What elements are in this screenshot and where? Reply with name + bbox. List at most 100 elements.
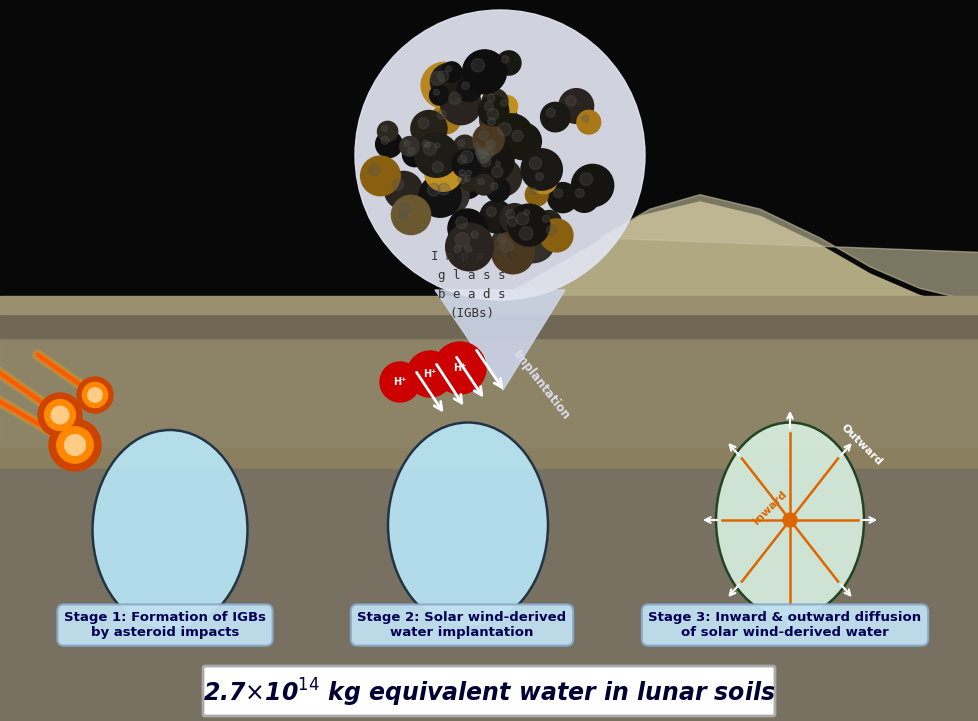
Text: I m p a c t
g l a s s
b e a d s
(IGBs): I m p a c t g l a s s b e a d s (IGBs) <box>430 250 512 320</box>
Text: Outward: Outward <box>839 423 883 467</box>
Circle shape <box>508 204 550 246</box>
Circle shape <box>461 172 479 191</box>
Text: Stage 2: Solar wind-derived
water implantation: Stage 2: Solar wind-derived water implan… <box>357 611 566 639</box>
Circle shape <box>419 175 461 217</box>
Circle shape <box>462 166 480 185</box>
Circle shape <box>523 210 529 215</box>
Circle shape <box>575 189 584 198</box>
Circle shape <box>576 110 600 134</box>
Circle shape <box>500 210 533 243</box>
Circle shape <box>376 131 402 157</box>
Circle shape <box>462 82 468 89</box>
Circle shape <box>486 178 510 202</box>
Circle shape <box>487 94 495 102</box>
Circle shape <box>427 183 439 196</box>
Circle shape <box>477 152 489 164</box>
Circle shape <box>407 147 415 154</box>
Circle shape <box>491 167 503 177</box>
Circle shape <box>487 109 498 120</box>
Circle shape <box>520 149 561 190</box>
Circle shape <box>434 143 439 148</box>
Circle shape <box>453 136 475 158</box>
Circle shape <box>458 174 467 184</box>
Circle shape <box>368 164 380 176</box>
Circle shape <box>496 96 517 117</box>
Circle shape <box>424 142 430 147</box>
Circle shape <box>378 121 397 141</box>
Circle shape <box>463 50 506 94</box>
Circle shape <box>458 140 465 146</box>
Polygon shape <box>600 195 978 303</box>
Circle shape <box>469 144 509 183</box>
Circle shape <box>498 123 511 136</box>
Circle shape <box>546 226 556 235</box>
Circle shape <box>479 101 517 138</box>
Circle shape <box>452 149 480 178</box>
Circle shape <box>487 118 495 125</box>
Circle shape <box>384 172 422 209</box>
Circle shape <box>542 216 549 222</box>
Circle shape <box>51 406 68 424</box>
Circle shape <box>394 208 418 232</box>
Circle shape <box>460 241 482 264</box>
Circle shape <box>479 136 506 162</box>
Circle shape <box>473 143 478 149</box>
FancyBboxPatch shape <box>202 666 775 716</box>
Circle shape <box>433 89 439 95</box>
Ellipse shape <box>92 430 247 630</box>
Circle shape <box>486 207 496 216</box>
Circle shape <box>474 151 500 175</box>
Circle shape <box>431 105 461 133</box>
Circle shape <box>88 388 102 402</box>
Circle shape <box>399 136 419 156</box>
Circle shape <box>489 114 533 158</box>
Circle shape <box>540 219 572 252</box>
Circle shape <box>430 71 444 85</box>
Circle shape <box>457 77 481 102</box>
Circle shape <box>480 156 490 167</box>
Circle shape <box>49 419 101 471</box>
Circle shape <box>529 157 541 169</box>
Circle shape <box>421 63 467 108</box>
Circle shape <box>459 169 465 176</box>
Circle shape <box>391 195 430 234</box>
Circle shape <box>392 179 403 190</box>
Circle shape <box>45 399 75 430</box>
Circle shape <box>581 115 588 122</box>
Text: H⁺: H⁺ <box>453 363 467 373</box>
Circle shape <box>504 123 541 159</box>
Circle shape <box>558 89 593 123</box>
Circle shape <box>535 172 543 180</box>
Circle shape <box>399 203 411 215</box>
Circle shape <box>484 159 521 196</box>
Circle shape <box>449 241 471 264</box>
Circle shape <box>402 142 426 167</box>
Circle shape <box>440 84 481 125</box>
Circle shape <box>569 183 599 212</box>
Circle shape <box>403 141 409 146</box>
Circle shape <box>452 142 493 184</box>
Circle shape <box>470 139 513 182</box>
Circle shape <box>433 342 485 394</box>
Circle shape <box>491 231 534 274</box>
Circle shape <box>490 182 498 190</box>
Circle shape <box>496 51 520 75</box>
Circle shape <box>470 58 484 72</box>
Circle shape <box>411 110 447 146</box>
Text: Inward: Inward <box>750 490 788 527</box>
Circle shape <box>455 217 467 229</box>
Circle shape <box>478 131 488 140</box>
Circle shape <box>473 150 507 184</box>
Text: H⁺: H⁺ <box>422 369 436 379</box>
Circle shape <box>474 147 482 155</box>
Circle shape <box>422 140 428 147</box>
Circle shape <box>429 175 468 214</box>
Bar <box>0 303 978 721</box>
Circle shape <box>530 167 556 194</box>
Circle shape <box>479 151 486 158</box>
Bar <box>0 303 978 339</box>
Bar <box>0 296 978 314</box>
Circle shape <box>355 10 645 300</box>
Circle shape <box>480 134 511 164</box>
Circle shape <box>484 147 494 157</box>
